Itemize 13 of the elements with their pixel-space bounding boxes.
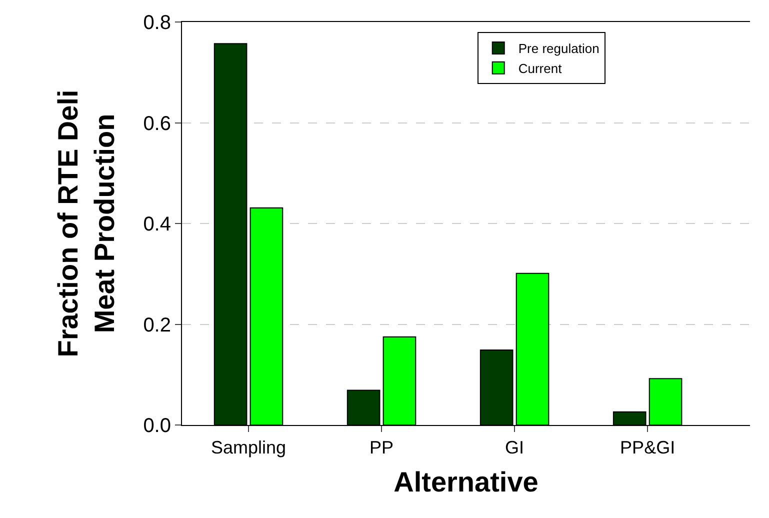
legend-label: Pre regulation [518, 41, 600, 56]
legend-label: Current [518, 60, 562, 76]
x-tick-label: PP&GI [620, 438, 676, 458]
y-axis-title: Fraction of RTE Deli Meat Production [52, 90, 120, 358]
x-tick-label: PP [370, 438, 394, 458]
x-tick-label: Sampling [210, 438, 286, 458]
y-tick-label: 0.4 [143, 214, 171, 236]
y-tick-label: 0.2 [143, 314, 171, 336]
y-tick-label: 0.8 [143, 12, 171, 34]
x-tick-label: GI [505, 438, 524, 458]
x-axis-title: Alternative [394, 466, 538, 498]
y-tick-label: 0.6 [143, 112, 171, 135]
y-tick-label: 0.0 [143, 415, 171, 437]
